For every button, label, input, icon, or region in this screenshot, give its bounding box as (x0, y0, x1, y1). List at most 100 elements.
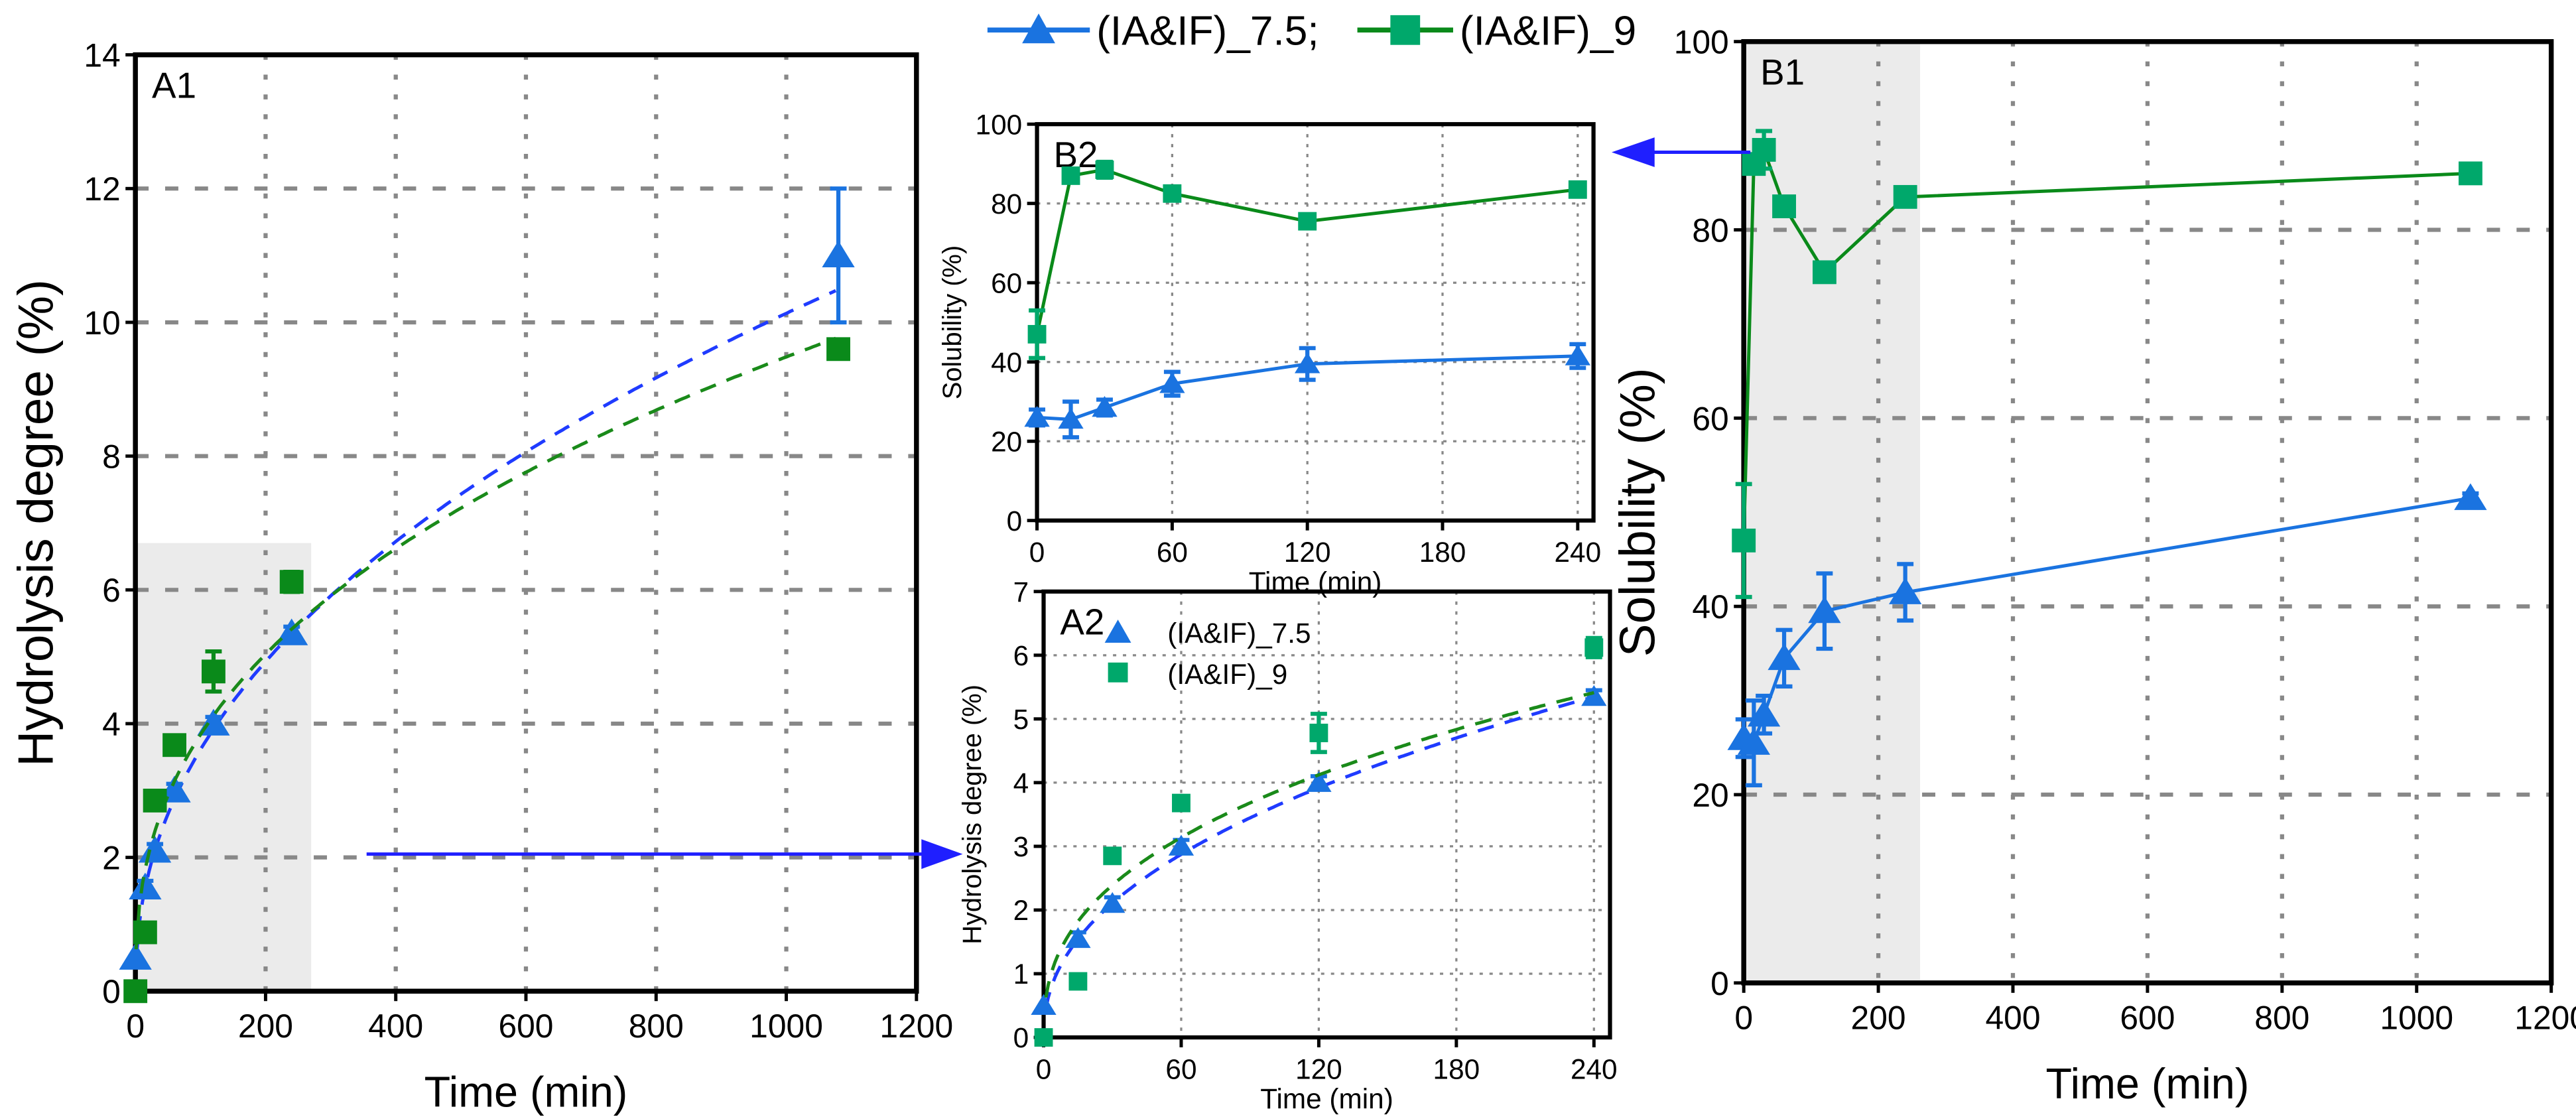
tick-label-x: 800 (2254, 1000, 2309, 1037)
data-point-square (279, 570, 304, 594)
data-point-triangle (1808, 596, 1841, 624)
tick-label-y: 0 (1710, 965, 1729, 1002)
shaded-region (1744, 41, 1920, 983)
plot-frame (1041, 589, 1612, 1040)
tick-label-y: 2 (102, 840, 121, 877)
y-axis-title: Hydrolysis degree (%) (8, 279, 64, 767)
data-point-square (1772, 194, 1796, 218)
tick-label-x: 1000 (2380, 1000, 2453, 1037)
data-point-triangle (1295, 352, 1320, 373)
data-point-triangle (1565, 344, 1590, 365)
tick-label-y: 0 (102, 973, 121, 1010)
legend-triangle-icon (1104, 620, 1131, 643)
tick-label-y: 6 (102, 572, 121, 609)
data-point-square (1027, 324, 1047, 344)
tick-label-x: 600 (2120, 1000, 2175, 1037)
data-point-triangle (129, 872, 162, 899)
tick-label-x: 0 (1029, 537, 1045, 568)
data-point-square (1732, 528, 1756, 553)
data-point-square (201, 659, 225, 684)
tick-label-y: 8 (102, 438, 121, 476)
tick-label-y: 3 (1013, 831, 1029, 862)
fit-curve-75 (134, 289, 837, 961)
tick-label-x: 1200 (2514, 1000, 2576, 1037)
tick-label-x: 200 (1851, 1000, 1906, 1037)
tick-label-x: 800 (629, 1008, 684, 1045)
legend-label: (IA&IF)_7.5 (1167, 618, 1311, 649)
data-point-square (1034, 1028, 1053, 1047)
tick-label-y: 40 (1692, 588, 1728, 625)
data-point-square (162, 733, 186, 757)
series-line-9 (1035, 168, 1578, 335)
x-axis-title: Time (min) (1260, 1083, 1393, 1114)
data-point-square (143, 789, 167, 813)
tick-label-y: 14 (84, 37, 120, 74)
data-point-triangle (1581, 685, 1607, 706)
y-axis-title: Solubility (%) (1610, 367, 1665, 657)
tick-label-y: 4 (1013, 767, 1029, 799)
data-point-square (1068, 972, 1088, 991)
data-point-triangle (1747, 699, 1781, 727)
tick-label-x: 0 (126, 1008, 145, 1045)
fit-curve-9 (1044, 690, 1595, 998)
x-axis-title: Time (min) (424, 1068, 628, 1116)
data-point-triangle (2454, 483, 2487, 510)
y-axis-title: Solubility (%) (938, 245, 967, 399)
tick-label-y: 1 (1013, 958, 1029, 990)
data-point-square (1812, 260, 1836, 285)
fit-curve-9 (134, 336, 836, 950)
tick-label-y: 0 (1007, 505, 1023, 537)
tick-label-x: 0 (1734, 1000, 1753, 1037)
data-point-triangle (1065, 927, 1091, 949)
tick-label-x: 60 (1157, 537, 1188, 568)
tick-label-x: 400 (368, 1008, 423, 1045)
tick-label-y: 10 (84, 304, 120, 342)
data-point-triangle (1889, 577, 1922, 604)
tick-label-x: 240 (1555, 537, 1602, 568)
top-legend: (IA&IF)_7.5; (IA&IF)_9 (987, 9, 1636, 54)
legend-square-icon (1390, 15, 1421, 45)
arrows (366, 137, 1751, 870)
tick-label-y: 80 (991, 188, 1022, 220)
data-point-square (1309, 724, 1328, 742)
data-point-triangle (1159, 372, 1185, 393)
tick-label-y: 20 (1692, 777, 1728, 814)
panel-B1: 0 200 400 600 800 1000 1200 0 20 40 60 80 100 B1 Time … (1610, 24, 2576, 1108)
data-point-square (1163, 184, 1182, 203)
panel-label: A1 (152, 64, 196, 105)
panel-label: B1 (1760, 51, 1805, 92)
data-point-triangle (1306, 771, 1332, 792)
tick-label-y: 40 (991, 347, 1022, 378)
data-point-square (133, 920, 157, 945)
tick-label-x: 240 (1571, 1053, 1618, 1084)
tick-label-y: 6 (1013, 640, 1029, 671)
data-point-triangle (1058, 407, 1084, 429)
tick-label-y: 100 (1674, 24, 1729, 61)
data-point-triangle (1737, 728, 1771, 755)
panel-label: A2 (1060, 602, 1104, 643)
legend-triangle-icon (1022, 13, 1055, 44)
tick-label-y: 0 (1013, 1022, 1029, 1053)
tick-label-x: 180 (1433, 1053, 1480, 1084)
data-point-square (1172, 793, 1191, 813)
tick-label-x: 0 (1036, 1053, 1052, 1084)
data-point-triangle (1024, 405, 1050, 427)
tick-label-x: 200 (238, 1008, 293, 1045)
tick-label-y: 20 (991, 426, 1022, 457)
data-point-square (826, 337, 850, 361)
tick-label-x: 600 (498, 1008, 553, 1045)
shaded-region (135, 543, 312, 992)
data-point-square (1298, 212, 1317, 231)
data-point-triangle (1768, 643, 1801, 671)
data-point-triangle (1100, 891, 1126, 913)
panel-A2: 0 60 120 180 240 0 1 2 3 4 5 6 7 A2 Time (min) Hydrolys… (958, 576, 1618, 1114)
data-point-triangle (822, 240, 855, 268)
data-point-square (1893, 184, 1917, 209)
tick-label-x: 120 (1295, 1053, 1342, 1084)
tick-label-x: 60 (1165, 1053, 1196, 1084)
legend-label-75: (IA&IF)_7.5; (1096, 9, 1319, 54)
tick-label-y: 4 (102, 706, 121, 743)
